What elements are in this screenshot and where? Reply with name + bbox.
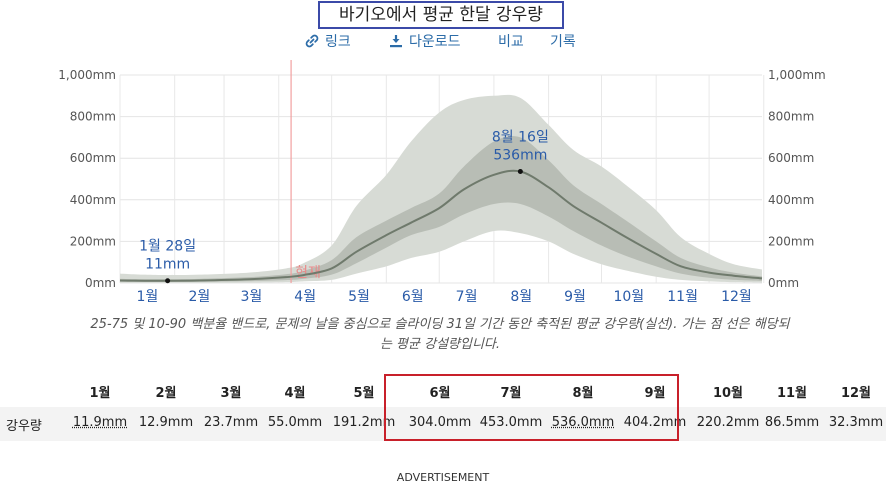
chart-caption: 25-75 및 10-90 백분율 밴드로, 문제의 날을 중심으로 슬라이딩 … — [90, 317, 790, 352]
table-cell: 404.2mm — [623, 415, 687, 430]
table-cell: 536.0mm — [551, 415, 615, 430]
table-month-header: 8월 — [572, 386, 594, 401]
annotation-value: 11mm — [145, 257, 190, 273]
link-label: 링크 — [325, 34, 351, 50]
x-tick-label: 11월 — [667, 289, 698, 305]
table-row-background — [0, 407, 886, 441]
y-tick-label-left: 800mm — [70, 110, 116, 124]
annotations: 1월 28일 11mm 8월 16일 536mm — [139, 130, 549, 284]
x-tick-label: 12월 — [721, 289, 752, 305]
table-cell: 12.9mm — [138, 415, 194, 430]
y-axis-left: 0mm 200mm 400mm 600mm 800mm 1,000mm — [58, 68, 116, 290]
title-highlight-box — [318, 1, 564, 29]
x-tick-label: 4월 — [294, 289, 316, 305]
x-tick-label: 6월 — [402, 289, 424, 305]
annotation-value: 536mm — [493, 148, 547, 164]
table-cell: 86.5mm — [764, 415, 820, 430]
table-cell: 220.2mm — [696, 415, 760, 430]
table-month-header: 4월 — [284, 386, 306, 401]
page-title: 바기오에서 평균 한달 강우량 — [339, 5, 543, 25]
table-row-label: 강우량 — [6, 419, 42, 434]
advertisement-label: ADVERTISEMENT — [396, 471, 490, 484]
median-line-group — [119, 169, 763, 282]
median-line — [119, 169, 763, 282]
y-tick-label-right: 400mm — [768, 193, 814, 207]
table-month-header: 2월 — [155, 386, 177, 401]
compare-label: 비교 — [498, 34, 524, 50]
now-marker: 현재 — [290, 60, 321, 283]
rainfall-chart: 현재 0mm 200mm 400mm 600mm 800mm 1,000mm 0mm 200… — [58, 60, 826, 305]
y-tick-label-left: 400mm — [70, 193, 116, 207]
x-axis: 1월 2월 3월 4월 5월 6월 7월 8월 9월 10월 11월 12월 — [136, 289, 751, 305]
band-25-75 — [120, 136, 762, 282]
table-month-header: 10월 — [712, 386, 744, 401]
table-cell: 191.2mm — [332, 415, 396, 430]
x-tick-label: 3월 — [240, 289, 262, 305]
history-label: 기록 — [550, 34, 576, 50]
table-cell: 11.9mm — [72, 415, 128, 430]
download-icon — [390, 35, 402, 48]
table-cell: 453.0mm — [479, 415, 543, 430]
now-label: 현재 — [295, 265, 321, 281]
table-month-header: 9월 — [644, 386, 666, 401]
table-month-header: 12월 — [840, 386, 872, 401]
annotation-point — [517, 169, 523, 175]
y-tick-label-right: 0mm — [768, 276, 799, 290]
x-tick-label: 9월 — [564, 289, 586, 305]
table-cell: 55.0mm — [267, 415, 323, 430]
y-tick-label-left: 600mm — [70, 151, 116, 165]
table-month-header: 6월 — [429, 386, 451, 401]
y-tick-label-right: 800mm — [768, 110, 814, 124]
table-month-header: 1월 — [89, 386, 111, 401]
summer-months-highlight — [384, 374, 679, 441]
x-tick-label: 5월 — [348, 289, 370, 305]
y-axis-right: 0mm 200mm 400mm 600mm 800mm 1,000mm — [768, 68, 826, 290]
download-label: 다운로드 — [409, 34, 461, 50]
table-cell: 23.7mm — [203, 415, 259, 430]
chart-toolbar: 링크 다운로드 비교 기록 — [0, 31, 886, 51]
x-tick-label: 2월 — [188, 289, 210, 305]
y-tick-label-right: 600mm — [768, 151, 814, 165]
table-month-header: 3월 — [220, 386, 242, 401]
table-month-header: 7월 — [500, 386, 522, 401]
y-tick-label-left: 200mm — [70, 234, 116, 248]
table-month-header: 11월 — [776, 386, 808, 401]
table-cell: 304.0mm — [408, 415, 472, 430]
download-button[interactable]: 다운로드 — [389, 31, 461, 51]
y-tick-label-right: 1,000mm — [768, 68, 826, 82]
x-tick-label: 7월 — [456, 289, 478, 305]
annotation-date: 8월 16일 — [492, 130, 549, 146]
annotation-point — [165, 278, 171, 284]
compare-button[interactable]: 비교 — [498, 31, 524, 51]
y-tick-label-right: 200mm — [768, 234, 814, 248]
x-tick-label: 1월 — [136, 289, 158, 305]
link-button[interactable]: 링크 — [305, 31, 351, 51]
table-month-header: 5월 — [353, 386, 375, 401]
annotation-date: 1월 28일 — [139, 239, 196, 255]
link-icon — [305, 34, 319, 48]
x-tick-label: 8월 — [510, 289, 532, 305]
y-tick-label-left: 0mm — [85, 276, 116, 290]
x-tick-label: 10월 — [613, 289, 644, 305]
table-cell: 32.3mm — [828, 415, 884, 430]
percentile-bands — [120, 94, 762, 283]
history-button[interactable]: 기록 — [550, 31, 576, 51]
y-tick-label-left: 1,000mm — [58, 68, 116, 82]
